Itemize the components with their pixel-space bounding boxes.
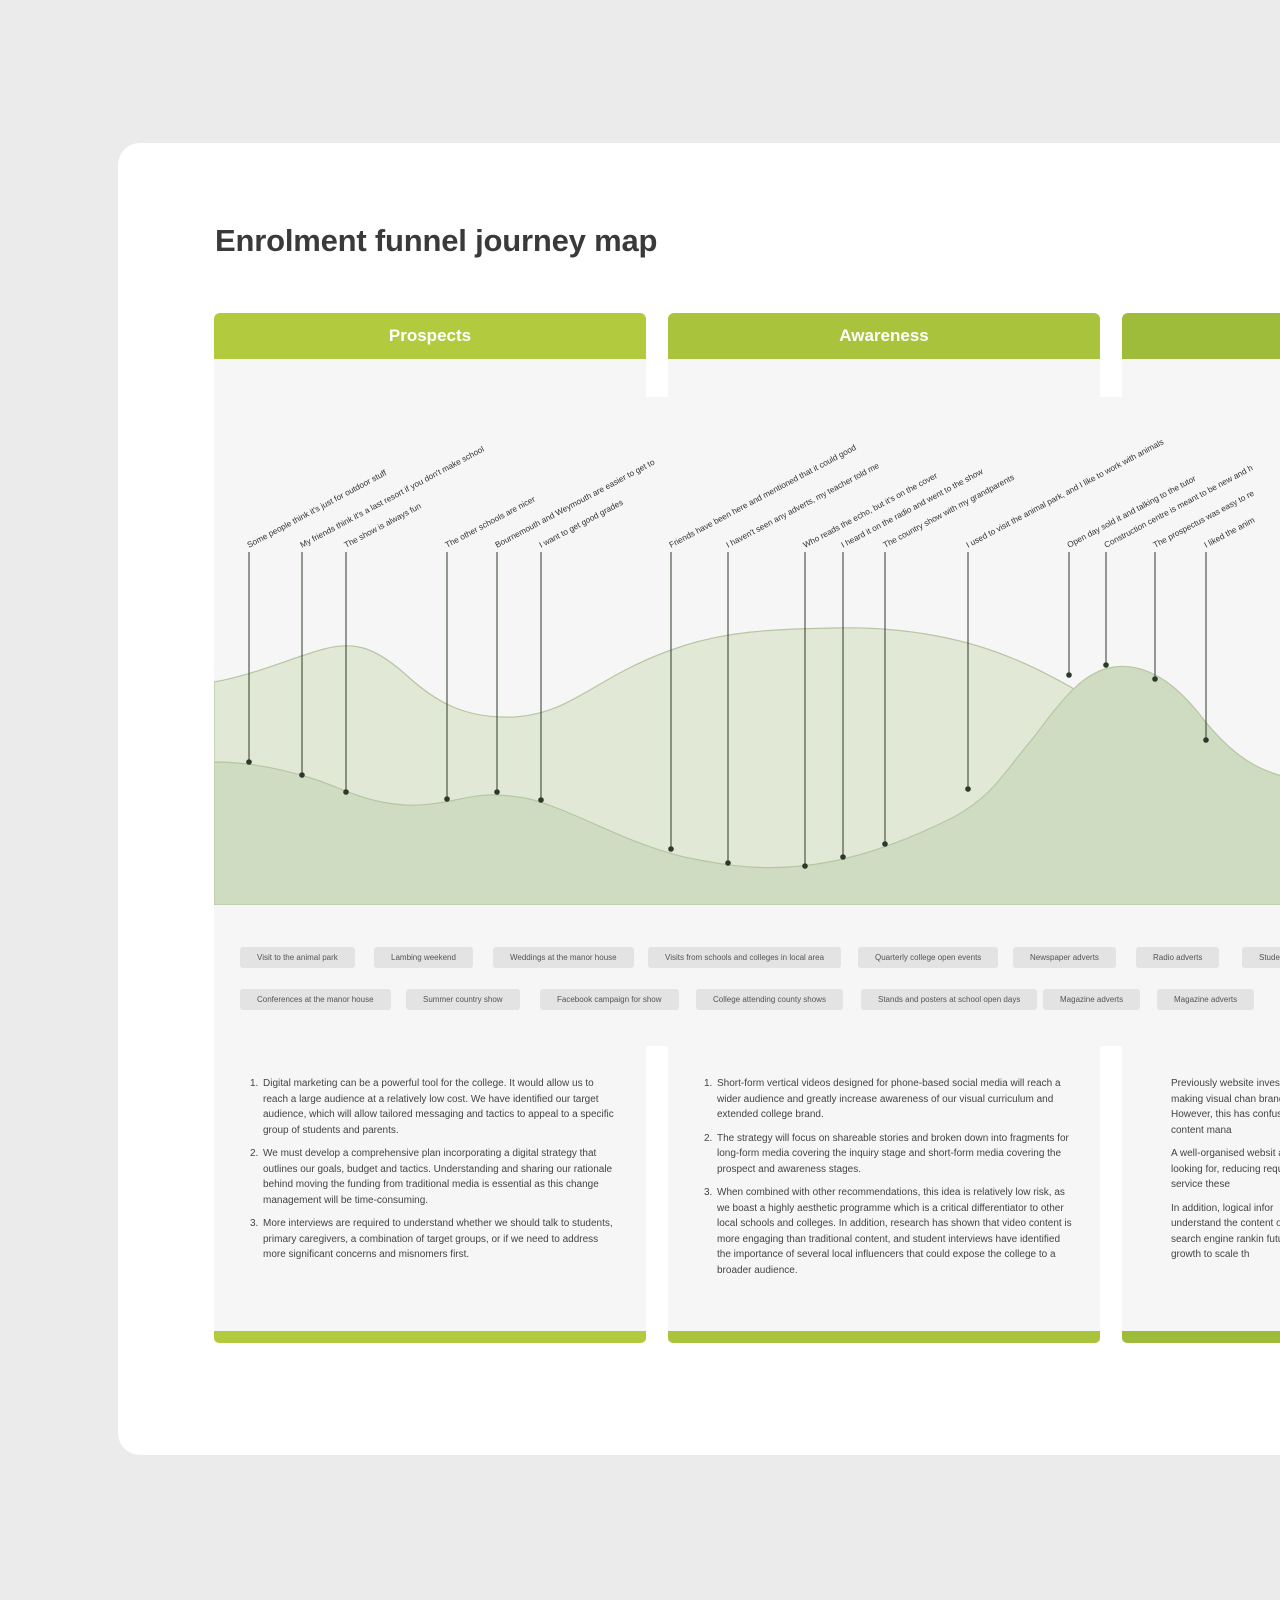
insight-text: When combined with other recommendations… <box>717 1187 1072 1276</box>
touchpoint-chip: Summer country show <box>406 989 520 1010</box>
touchpoint-chip: Weddings at the manor house <box>493 947 634 968</box>
touchpoint-chip: Quarterly college open events <box>858 947 999 968</box>
quote-marker-dot <box>1066 672 1072 678</box>
quote-marker-dot <box>882 841 888 847</box>
quote-marker-dot <box>494 789 500 795</box>
stage-title: Awareness <box>839 326 929 345</box>
touchpoint-chip: Magazine adverts <box>1043 989 1141 1010</box>
insight-item: 3. When combined with other recommendati… <box>704 1187 1072 1276</box>
quote-marker-dot <box>668 846 674 852</box>
stage-header-prospects: Prospects <box>214 313 646 359</box>
insight-item: 1. Short-form vertical videos designed fo… <box>704 1078 1061 1120</box>
stage-title: Prospects <box>388 326 472 345</box>
insight-text: In addition, logical infor understand th… <box>1171 1202 1280 1261</box>
page-title: Enrolment funnel journey map <box>215 223 658 258</box>
emotion-chart: Some people think it's just for outdoor … <box>214 397 1280 905</box>
touchpoints-band: Visit to the animal park Lambing weekend… <box>214 905 1280 1046</box>
touchpoint-chip: Stude <box>1242 947 1280 968</box>
quote-marker-dot <box>343 789 349 795</box>
insight-item: 3. More interviews are required to unders… <box>250 1218 613 1260</box>
touchpoint-chip: Visit to the animal park <box>240 947 355 968</box>
quote-marker-dot <box>840 854 846 860</box>
emotion-curves-svg: Some people think it's just for outdoor … <box>214 437 1280 905</box>
insights-list-prospects: 1. Digital marketing can be a powerful to… <box>250 1076 618 1271</box>
insight-text: Short-form vertical videos designed for … <box>717 1078 1061 1120</box>
insight-item: 2. We must develop a comprehensive plan i… <box>250 1148 613 1206</box>
touchpoint-chip: Visits from schools and colleges in loca… <box>648 947 842 968</box>
insight-item: 1.Previously website inves and making vi… <box>1171 1076 1280 1138</box>
stage-insights-panel-prospects <box>214 1046 646 1331</box>
quote-marker-dot <box>444 796 450 802</box>
stage-panel-top <box>1122 359 1280 397</box>
insight-text: Previously website inves and making visu… <box>1171 1078 1280 1136</box>
customer-quote: The other schools are nicer <box>443 494 537 550</box>
quote-marker-dot <box>1152 676 1158 682</box>
insight-item: 3.In addition, logical infor understand … <box>1171 1201 1280 1263</box>
insights-list-awareness: 1. Short-form vertical videos designed fo… <box>704 1076 1072 1286</box>
stage-footer-bar <box>214 1331 646 1343</box>
insight-text: More interviews are required to understa… <box>263 1218 613 1260</box>
stage-insights-panel-awareness <box>668 1046 1100 1331</box>
customer-quote: The show is always fun <box>342 500 423 549</box>
stage-header-awareness: Awareness <box>668 313 1100 359</box>
stage-footer-bar <box>1122 1331 1280 1343</box>
touchpoint-chip: Radio adverts <box>1136 947 1220 968</box>
stage-panel-top <box>668 359 1100 397</box>
quote-marker-dot <box>725 860 731 866</box>
quote-marker-dot <box>538 797 544 803</box>
insight-item: 2. The strategy will focus on shareable s… <box>704 1132 1069 1175</box>
touchpoint-chip: College attending county shows <box>696 989 843 1010</box>
touchpoint-chip: Magazine adverts <box>1157 989 1255 1010</box>
quote-marker-dot <box>802 863 808 869</box>
quote-marker-dot <box>246 759 252 765</box>
insight-text: We must develop a comprehensive plan inc… <box>263 1148 613 1206</box>
insight-text: The strategy will focus on shareable sto… <box>717 1132 1069 1175</box>
insights-list-third: 1.Previously website inves and making vi… <box>1171 1076 1280 1271</box>
insight-item: 2.A well-organised websit are looking fo… <box>1171 1146 1280 1193</box>
touchpoint-chip: Stands and posters at school open days <box>861 989 1038 1010</box>
touchpoint-chip: Lambing weekend <box>374 947 473 968</box>
insight-text: A well-organised websit are looking for,… <box>1171 1148 1280 1190</box>
touchpoint-chip: Facebook campaign for show <box>540 989 679 1010</box>
stage-footer-bar <box>668 1331 1100 1343</box>
quote-marker-dot <box>1103 662 1109 668</box>
touchpoint-chip: Newspaper adverts <box>1013 947 1116 968</box>
touchpoint-chip: Conferences at the manor house <box>240 989 391 1010</box>
quote-marker-dot <box>299 772 305 778</box>
insight-text: Digital marketing can be a powerful tool… <box>263 1078 614 1136</box>
quote-marker-dot <box>1203 737 1209 743</box>
stage-header-third <box>1122 313 1280 359</box>
insight-item: 1. Digital marketing can be a powerful to… <box>250 1078 614 1136</box>
stage-panel-top <box>214 359 646 397</box>
stage-insights-panel-third <box>1122 1046 1280 1331</box>
journey-map-card: Enrolment funnel journey map Prospects A… <box>118 143 1280 1455</box>
quote-marker-dot <box>965 786 971 792</box>
